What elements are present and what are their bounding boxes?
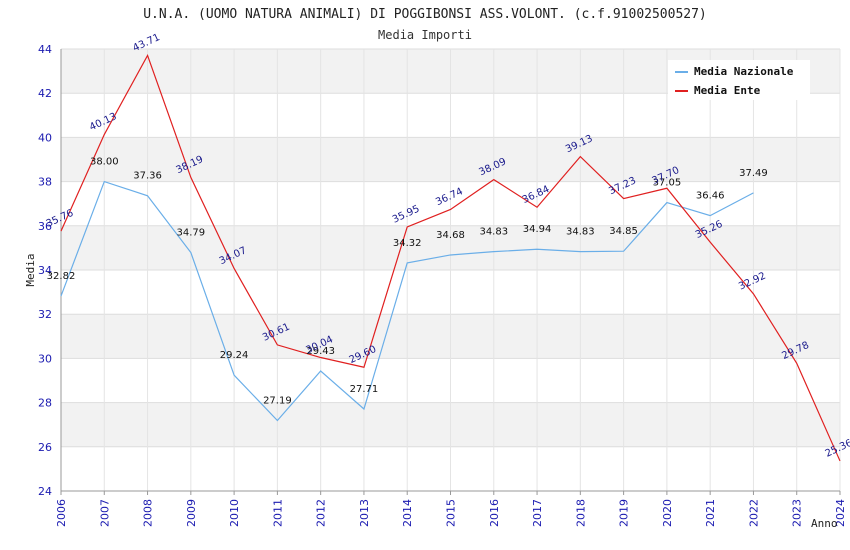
data-label-nazionale: 34.83 xyxy=(566,227,595,238)
y-tick-label: 28 xyxy=(38,397,52,410)
x-tick-labels: 2006 2007 2008 2009 2010 2011 2012 2013 2014 2015… xyxy=(55,499,847,527)
series-line-media-nazionale xyxy=(60,180,754,422)
data-label-nazionale: 34.94 xyxy=(523,224,552,235)
x-tick-label: 2017 xyxy=(531,499,544,527)
x-tick-label: 2022 xyxy=(747,499,760,527)
x-tick-label: 2008 xyxy=(142,499,155,527)
data-label-nazionale: 29.43 xyxy=(306,346,335,357)
axes xyxy=(60,49,841,495)
data-label-nazionale: 34.85 xyxy=(609,226,638,237)
data-label-nazionale: 34.79 xyxy=(177,228,206,239)
x-tick-label: 2020 xyxy=(661,499,674,527)
y-tick-labels: 24 26 28 30 32 34 36 38 40 42 44 xyxy=(38,43,52,498)
x-tick-label: 2015 xyxy=(445,499,458,527)
data-label-nazionale: 34.83 xyxy=(479,227,508,238)
data-label-nazionale: 29.24 xyxy=(220,350,249,361)
x-axis-label: Anno xyxy=(811,517,838,530)
legend-label-nazionale: Media Nazionale xyxy=(694,65,794,78)
data-label-nazionale: 27.19 xyxy=(263,396,292,407)
x-tick-label: 2012 xyxy=(315,499,328,527)
data-label-nazionale: 37.36 xyxy=(133,171,162,182)
y-tick-label: 40 xyxy=(38,131,52,144)
y-axis-label: Media xyxy=(24,253,37,286)
x-tick-label: 2021 xyxy=(704,499,717,527)
x-tick-label: 2011 xyxy=(271,499,284,527)
x-tick-label: 2009 xyxy=(185,499,198,527)
y-tick-label: 44 xyxy=(38,43,52,56)
x-tick-label: 2006 xyxy=(55,499,68,527)
legend: Media Nazionale Media Ente xyxy=(668,60,810,100)
y-tick-label: 42 xyxy=(38,87,52,100)
x-tick-label: 2016 xyxy=(488,499,501,527)
y-tick-label: 36 xyxy=(38,220,52,233)
y-tick-label: 34 xyxy=(38,264,52,277)
data-label-nazionale: 27.71 xyxy=(350,384,379,395)
y-tick-label: 38 xyxy=(38,176,52,189)
series-line-media-ente xyxy=(60,53,841,462)
chart-title: U.N.A. (UOMO NATURA ANIMALI) DI POGGIBON… xyxy=(143,7,707,22)
y-tick-label: 30 xyxy=(38,352,52,365)
chart-subtitle: Media Importi xyxy=(378,28,472,42)
x-tick-label: 2010 xyxy=(228,499,241,527)
x-tick-label: 2007 xyxy=(98,499,111,527)
legend-label-ente: Media Ente xyxy=(694,84,761,97)
data-label-nazionale: 34.68 xyxy=(436,230,465,241)
y-tick-label: 32 xyxy=(38,308,52,321)
data-label-nazionale: 37.49 xyxy=(739,168,768,179)
data-label-nazionale: 37.05 xyxy=(653,178,682,189)
x-tick-label: 2023 xyxy=(791,499,804,527)
x-tick-label: 2013 xyxy=(358,499,371,527)
y-tick-label: 26 xyxy=(38,441,52,454)
data-label-nazionale: 36.46 xyxy=(696,191,725,202)
legend-box xyxy=(668,60,810,100)
data-label-nazionale: 34.32 xyxy=(393,238,422,249)
data-label-nazionale: 38.00 xyxy=(90,157,119,168)
x-tick-label: 2019 xyxy=(618,499,631,527)
x-tick-label: 2014 xyxy=(401,499,414,527)
x-tick-label: 2024 xyxy=(834,499,847,527)
data-label-nazionale: 32.82 xyxy=(47,271,76,282)
x-tick-label: 2018 xyxy=(574,499,587,527)
y-tick-label: 24 xyxy=(38,485,52,498)
series-lines xyxy=(60,53,841,462)
